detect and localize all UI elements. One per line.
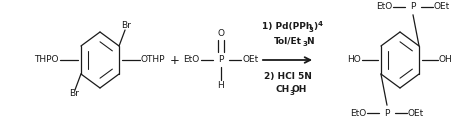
Text: OEt: OEt <box>243 55 259 65</box>
Text: O: O <box>218 30 225 39</box>
Text: Br: Br <box>121 21 131 30</box>
Text: 3: 3 <box>308 27 313 33</box>
Text: P: P <box>384 109 390 118</box>
Text: HO: HO <box>347 55 361 65</box>
Text: EtO: EtO <box>376 2 392 11</box>
Text: OH: OH <box>292 85 307 95</box>
Text: N: N <box>306 36 313 45</box>
Text: 3: 3 <box>302 41 307 47</box>
Text: +: + <box>170 54 180 66</box>
Text: OEt: OEt <box>434 2 450 11</box>
Text: OTHP: OTHP <box>141 55 165 65</box>
Text: 2) HCl 5N: 2) HCl 5N <box>264 72 311 81</box>
Text: EtO: EtO <box>183 55 199 65</box>
Text: OH: OH <box>439 55 453 65</box>
Text: 3: 3 <box>289 90 294 96</box>
Text: 1) Pd(PPh: 1) Pd(PPh <box>262 23 313 31</box>
Text: THPO: THPO <box>35 55 59 65</box>
Text: P: P <box>410 2 416 11</box>
Text: OEt: OEt <box>408 109 424 118</box>
Text: ): ) <box>313 23 318 31</box>
Text: EtO: EtO <box>350 109 366 118</box>
Text: H: H <box>218 81 224 90</box>
Text: P: P <box>219 55 224 65</box>
Text: 4: 4 <box>318 21 323 27</box>
Text: CH: CH <box>275 85 290 95</box>
Text: Tol/Et: Tol/Et <box>273 36 301 45</box>
Text: Br: Br <box>69 90 79 99</box>
